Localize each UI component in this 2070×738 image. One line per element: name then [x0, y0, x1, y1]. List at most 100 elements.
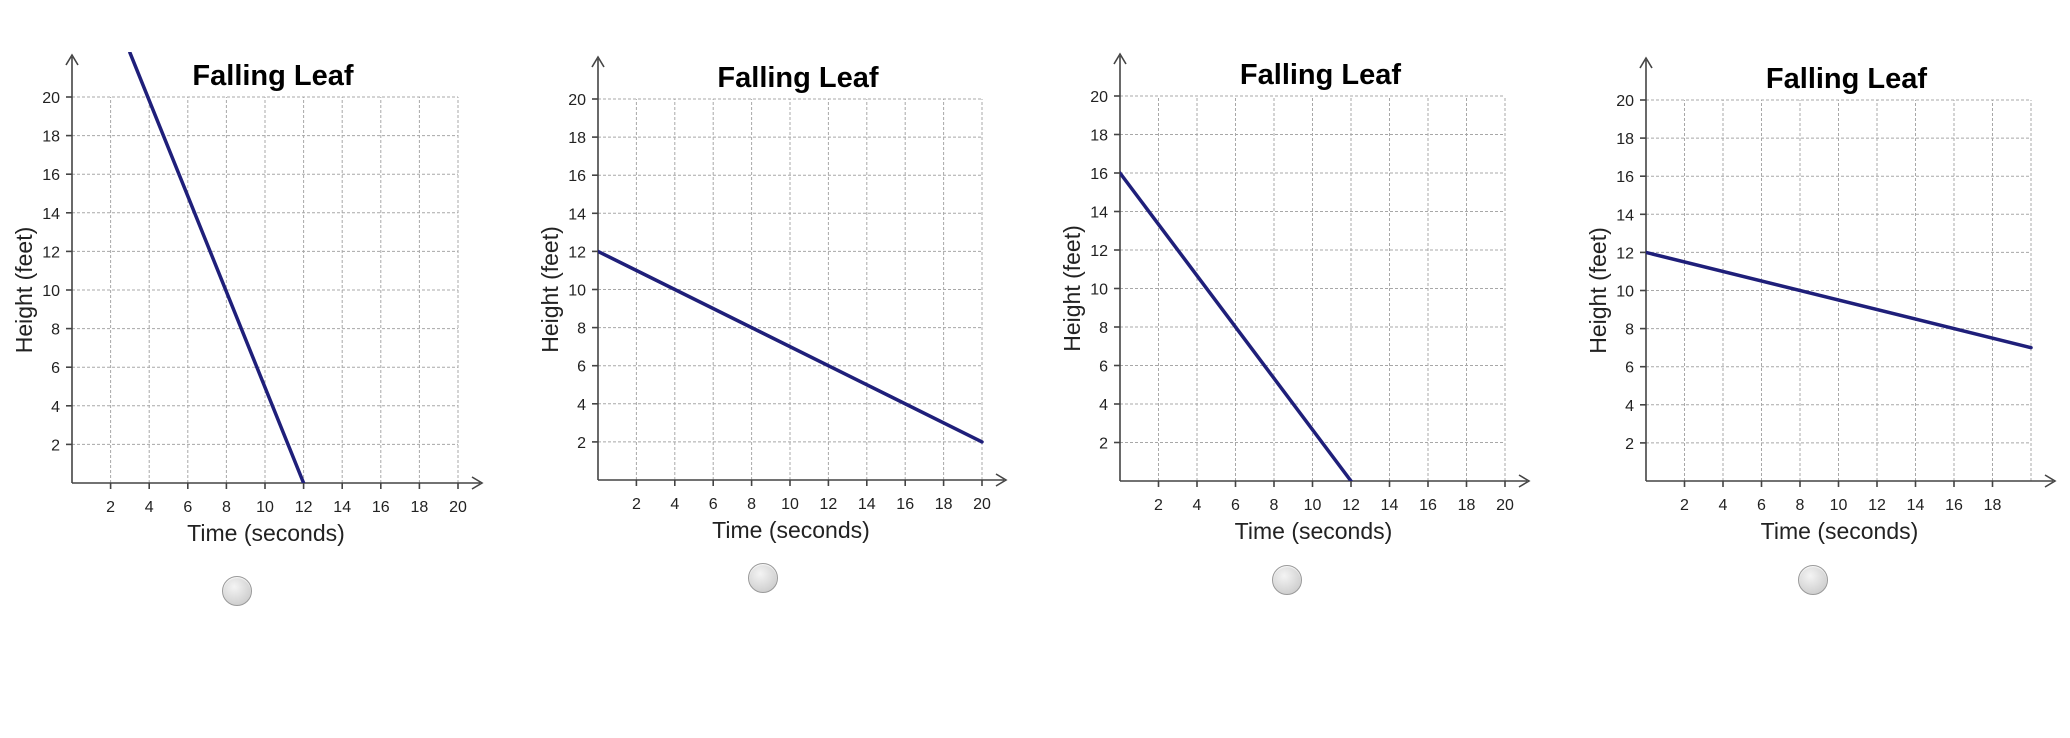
x-tick-label: 18	[411, 499, 429, 516]
y-axis-label: Height (feet)	[1059, 225, 1085, 352]
y-tick-label: 14	[568, 206, 586, 223]
choice-radio-3[interactable]	[1272, 565, 1302, 595]
y-tick-label: 12	[1090, 243, 1108, 260]
x-axis-label: Time (seconds)	[712, 517, 870, 543]
x-tick-label: 4	[1719, 497, 1728, 514]
y-tick-label: 4	[577, 397, 586, 414]
x-tick-label: 10	[256, 499, 274, 516]
y-tick-label: 14	[1616, 207, 1634, 224]
y-tick-label: 6	[51, 360, 60, 377]
x-tick-label: 12	[1342, 497, 1360, 514]
x-axis-label: Time (seconds)	[1761, 518, 1919, 544]
x-tick-label: 16	[372, 499, 390, 516]
x-axis-label: Time (seconds)	[187, 520, 345, 546]
y-tick-label: 8	[1099, 320, 1108, 337]
y-tick-label: 10	[1090, 282, 1108, 299]
y-tick-label: 6	[1099, 359, 1108, 376]
choice-radio-4[interactable]	[1798, 565, 1828, 595]
chart-title: Falling Leaf	[717, 62, 878, 94]
y-tick-label: 10	[568, 283, 586, 300]
chart-title: Falling Leaf	[1766, 63, 1927, 95]
y-tick-label: 10	[1616, 284, 1634, 301]
x-axis-arrow	[995, 473, 1008, 487]
choice-radio-2[interactable]	[748, 563, 778, 593]
y-tick-label: 8	[577, 321, 586, 338]
y-axis-arrow	[591, 55, 605, 68]
x-tick-label: 10	[781, 496, 799, 513]
x-tick-label: 8	[1796, 497, 1805, 514]
x-tick-label: 18	[1458, 497, 1476, 514]
x-tick-label: 10	[1304, 497, 1322, 514]
x-tick-label: 14	[333, 499, 351, 516]
series-line	[1120, 171, 1353, 481]
y-axis-arrow	[1113, 52, 1127, 65]
y-tick-label: 2	[577, 435, 586, 452]
y-tick-label: 8	[51, 322, 60, 339]
x-tick-label: 6	[709, 496, 718, 513]
x-tick-label: 20	[449, 499, 467, 516]
y-tick-label: 2	[1099, 436, 1108, 453]
x-tick-label: 2	[1154, 497, 1163, 514]
y-tick-label: 12	[1616, 245, 1634, 262]
x-tick-label: 6	[1231, 497, 1240, 514]
y-tick-label: 12	[42, 244, 60, 261]
x-tick-label: 12	[820, 496, 838, 513]
y-tick-label: 14	[1090, 205, 1108, 222]
y-tick-label: 4	[1099, 397, 1108, 414]
x-tick-label: 14	[1381, 497, 1399, 514]
y-tick-label: 20	[568, 92, 586, 109]
x-axis-label: Time (seconds)	[1235, 518, 1393, 544]
y-tick-label: 16	[1090, 166, 1108, 183]
y-tick-label: 16	[1616, 169, 1634, 186]
y-tick-label: 2	[51, 437, 60, 454]
y-tick-label: 4	[1625, 398, 1634, 415]
x-tick-label: 12	[1868, 497, 1886, 514]
x-tick-label: 2	[1680, 497, 1689, 514]
series-line	[128, 52, 306, 483]
y-axis-label: Height (feet)	[537, 226, 563, 353]
y-tick-label: 2	[1625, 436, 1634, 453]
y-axis-arrow	[65, 53, 79, 66]
y-tick-label: 12	[568, 244, 586, 261]
x-tick-label: 4	[670, 496, 679, 513]
y-tick-label: 16	[42, 167, 60, 184]
x-tick-label: 16	[1419, 497, 1437, 514]
x-tick-label: 6	[1757, 497, 1766, 514]
x-tick-label: 16	[1945, 497, 1963, 514]
y-tick-label: 6	[1625, 360, 1634, 377]
x-axis-arrow	[1518, 474, 1531, 488]
y-axis-arrow	[1639, 56, 1653, 69]
x-tick-label: 4	[1193, 497, 1202, 514]
x-tick-label: 16	[896, 496, 914, 513]
y-axis-label: Height (feet)	[11, 227, 37, 354]
x-tick-label: 18	[1984, 497, 2002, 514]
y-tick-label: 18	[1616, 131, 1634, 148]
x-tick-label: 18	[935, 496, 953, 513]
series-line	[598, 249, 984, 444]
x-tick-label: 10	[1830, 497, 1848, 514]
y-tick-label: 18	[1090, 128, 1108, 145]
x-tick-label: 6	[183, 499, 192, 516]
chart-2: 2 4 6 8 10 12 14 16 18 20 2 4 6 8 10 12 14 16 18 20 Falling …	[537, 55, 1008, 543]
choice-radio-1[interactable]	[222, 576, 252, 606]
series-line	[1646, 250, 2033, 350]
x-tick-label: 14	[1907, 497, 1925, 514]
chart-3: 2 4 6 8 10 12 14 16 18 20 2 4 6 8 10 12 14 16 18 20 Falling …	[1059, 52, 1531, 544]
chart-1: 2 4 6 8 10 12 14 16 18 20 2 4 6 8 10 12 14 16 18 20 Falling …	[11, 52, 484, 546]
y-tick-label: 4	[51, 399, 60, 416]
y-tick-label: 8	[1625, 322, 1634, 339]
x-tick-label: 20	[973, 496, 991, 513]
x-tick-label: 8	[222, 499, 231, 516]
x-tick-label: 14	[858, 496, 876, 513]
y-tick-label: 20	[1090, 89, 1108, 106]
x-axis-arrow	[2044, 474, 2057, 488]
y-tick-label: 10	[42, 283, 60, 300]
chart-4: 2 4 6 8 10 12 14 16 18 2 4 6 8 10 12 14 16 18 20 Falling Le…	[1585, 56, 2057, 544]
y-tick-label: 16	[568, 168, 586, 185]
y-axis-label: Height (feet)	[1585, 227, 1611, 354]
y-tick-label: 20	[42, 90, 60, 107]
chart-title: Falling Leaf	[1240, 59, 1401, 91]
x-tick-label: 8	[747, 496, 756, 513]
